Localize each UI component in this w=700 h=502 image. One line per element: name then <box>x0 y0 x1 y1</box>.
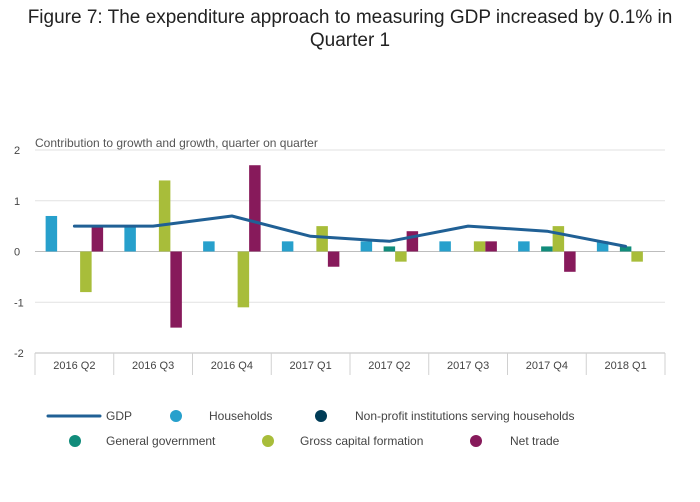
x-tick-label: 2017 Q2 <box>368 360 410 372</box>
legend-item-net-trade: Net trade <box>470 434 560 448</box>
bar-households <box>439 241 451 252</box>
bar-households <box>360 241 373 252</box>
legend-dot-marker <box>69 435 81 447</box>
bar-net-trade <box>249 165 261 252</box>
bar-gross-capital-formation <box>631 251 643 262</box>
bar-gross-capital-formation <box>237 251 250 308</box>
chart-subtitle: Contribution to growth and growth, quart… <box>35 136 318 150</box>
legend-item-gdp: GDP <box>46 409 132 423</box>
bar-general-government <box>619 246 632 252</box>
x-tick-label: 2017 Q1 <box>290 360 332 372</box>
bar-net-trade <box>91 226 104 252</box>
axis-layer: 2 1 0 -1 -2 2016 Q2 2016 Q3 2016 Q4 2017 Q1 2017 … <box>14 145 666 375</box>
legend-item-households: Households <box>170 409 272 423</box>
bar-net-trade <box>327 251 340 267</box>
x-tick-label: 2018 Q1 <box>605 360 647 372</box>
y-tick-label: 2 <box>14 145 20 157</box>
legend-dot-marker <box>262 435 274 447</box>
legend-label: GDP <box>106 409 132 423</box>
bar-net-trade <box>564 251 576 272</box>
legend-dot-marker <box>470 435 482 447</box>
legend-dot-marker <box>315 410 327 422</box>
legend-label: Non-profit institutions serving househol… <box>355 409 574 423</box>
legend-label: Households <box>209 409 272 423</box>
legend-label: Net trade <box>510 434 560 448</box>
chart-title: Figure 7: The expenditure approach to me… <box>27 7 673 51</box>
y-tick-label: -1 <box>14 297 24 309</box>
legend-label: General government <box>106 434 216 448</box>
x-tick-label: 2016 Q2 <box>53 360 95 372</box>
x-tick-label: 2017 Q3 <box>447 360 489 372</box>
x-tick-label: 2016 Q4 <box>211 360 253 372</box>
bar-gross-capital-formation <box>158 180 171 252</box>
legend-item-non-profit-institutions-serving-households: Non-profit institutions serving househol… <box>315 409 574 423</box>
bar-net-trade <box>170 251 182 328</box>
y-tick-label: 1 <box>14 196 20 208</box>
bar-gross-capital-formation <box>80 251 92 293</box>
bar-general-government <box>383 246 396 252</box>
bar-net-trade <box>406 231 419 252</box>
x-tick-label: 2016 Q3 <box>132 360 174 372</box>
bar-households <box>281 241 294 252</box>
legend-item-gross-capital-formation: Gross capital formation <box>262 434 423 448</box>
x-tick-label: 2017 Q4 <box>526 360 568 372</box>
line-gdp <box>72 214 628 248</box>
bar-general-government <box>541 246 553 252</box>
y-tick-label: 0 <box>14 247 20 259</box>
legend-dot-marker <box>170 410 182 422</box>
bar-gross-capital-formation <box>316 226 328 252</box>
bar-gross-capital-formation <box>395 251 407 262</box>
bar-households <box>518 241 530 252</box>
bar-gross-capital-formation <box>473 241 486 252</box>
bar-net-trade <box>485 241 497 252</box>
bar-layer <box>45 165 643 328</box>
bar-households <box>124 226 136 252</box>
line-layer <box>72 214 628 248</box>
bar-households <box>203 241 215 252</box>
legend-item-general-government: General government <box>69 434 216 448</box>
y-tick-label: -2 <box>14 348 24 360</box>
bar-households <box>596 241 609 252</box>
legend: GDP Households Non-profit institutions ser… <box>46 409 574 448</box>
legend-label: Gross capital formation <box>300 434 423 448</box>
bar-gross-capital-formation <box>552 226 565 252</box>
bar-households <box>45 215 58 252</box>
